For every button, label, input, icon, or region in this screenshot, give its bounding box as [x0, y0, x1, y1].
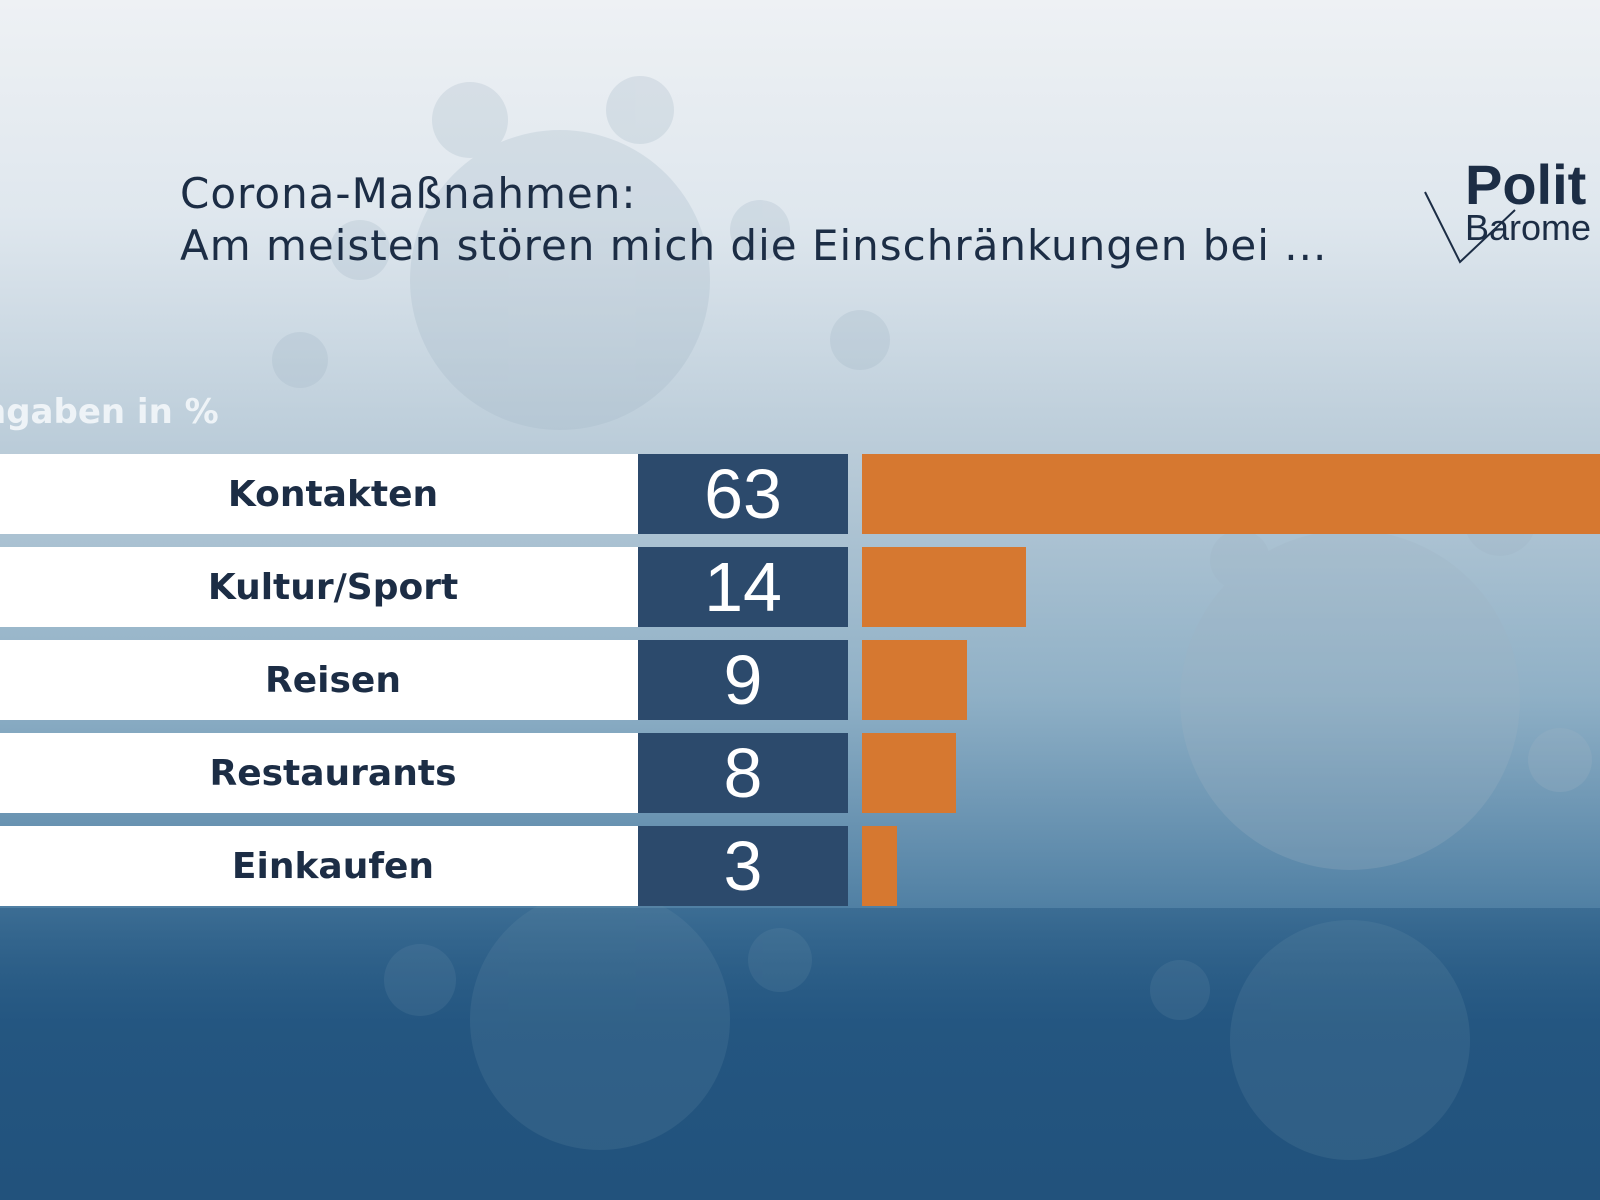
category-label-box: Reisen — [0, 640, 638, 720]
unit-label: ngaben in % — [0, 392, 219, 432]
value-label: 63 — [704, 455, 782, 533]
value-label: 8 — [723, 734, 763, 812]
value-label-box: 9 — [638, 640, 848, 720]
title-line-2: Am meisten stören mich die Einschränkung… — [180, 221, 1328, 270]
bar — [862, 826, 897, 906]
category-label-box: Kontakten — [0, 454, 638, 534]
bar — [862, 547, 1026, 627]
value-label-box: 63 — [638, 454, 848, 534]
logo-checkmark-icon — [1424, 191, 1516, 264]
logo-word-polit: Polit — [1465, 153, 1587, 216]
chart-title: Corona-Maßnahmen: Am meisten stören mich… — [180, 168, 1327, 272]
category-label-box: Einkaufen — [0, 826, 638, 906]
category-label: Reisen — [265, 659, 401, 701]
bar-row: Kultur/Sport 14 — [0, 547, 1600, 627]
value-label: 14 — [704, 548, 782, 626]
category-label-box: Restaurants — [0, 733, 638, 813]
category-label-box: Kultur/Sport — [0, 547, 638, 627]
value-label-box: 14 — [638, 547, 848, 627]
category-label: Einkaufen — [231, 845, 435, 887]
title-line-1: Corona-Maßnahmen: — [180, 169, 637, 218]
bar — [862, 733, 956, 813]
logo-word-barome: Barome — [1465, 207, 1592, 248]
bar — [862, 454, 1600, 534]
bar-row: Restaurants 8 — [0, 733, 1600, 813]
category-label: Kontakten — [227, 473, 439, 515]
bottom-band — [0, 908, 1600, 1200]
bar-row: Reisen 9 — [0, 640, 1600, 720]
value-label-box: 8 — [638, 733, 848, 813]
category-label: Kultur/Sport — [207, 566, 459, 608]
value-label-box: 3 — [638, 826, 848, 906]
bar-row: Kontakten 63 — [0, 454, 1600, 534]
bar-row: Einkaufen 3 — [0, 826, 1600, 906]
bar — [862, 640, 967, 720]
value-label: 9 — [723, 641, 763, 719]
value-label: 3 — [723, 827, 763, 905]
category-label: Restaurants — [209, 752, 457, 794]
politbarometer-logo: Polit Barome — [1420, 150, 1600, 280]
